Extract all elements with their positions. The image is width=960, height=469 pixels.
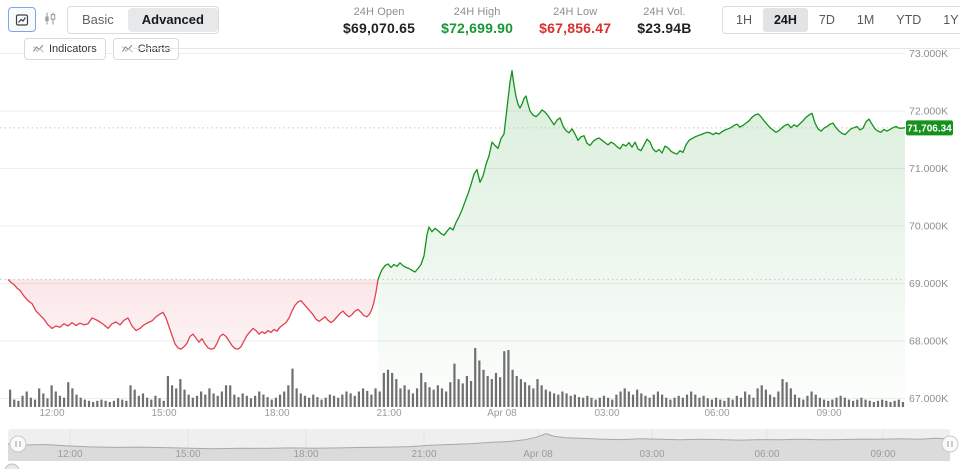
time-axis-label: 12:00	[39, 408, 64, 419]
time-axis: 12:00 15:00 18:00 21:00 Apr 08 03:00 06:00 09:0…	[39, 408, 841, 419]
toolbar-divider	[133, 48, 960, 49]
candlestick-chart-type-button[interactable]	[39, 8, 61, 29]
stat-24h-low: 24H Low $67,856.47	[539, 6, 611, 36]
stat-label: 24H Open	[353, 6, 405, 18]
price-line-down	[7, 279, 379, 350]
tab-basic[interactable]: Basic	[82, 12, 114, 27]
price-axis-label: 73.000K	[909, 48, 948, 60]
nav-right-handle[interactable]	[941, 435, 959, 453]
navigator-time-labels: 12:00 15:00 18:00 21:00 Apr 08 03:00 06:00 09:0…	[57, 449, 895, 460]
time-axis-label: 18:00	[264, 408, 289, 419]
stats-bar: 24H Open $69,070.65 24H High $72,699.90 …	[343, 6, 692, 36]
time-axis-label: 06:00	[704, 408, 729, 419]
range-24h[interactable]: 24H	[762, 8, 808, 32]
time-axis-label: 09:00	[816, 408, 841, 419]
range-1y[interactable]: 1Y	[943, 13, 959, 27]
chart-tools: Indicators Charts	[24, 38, 180, 60]
price-axis-label: 72.000K	[909, 106, 948, 118]
time-axis-label: Apr 08	[487, 408, 517, 419]
navigator[interactable]: 12:00 15:00 18:00 21:00 Apr 08 03:00 06:00 09:0…	[7, 429, 959, 461]
clipped-logo-icon	[4, 463, 20, 469]
stat-value: $23.94B	[637, 20, 692, 36]
line-chart-icon	[15, 13, 29, 26]
charts-button[interactable]: Charts	[112, 38, 180, 60]
down-area-fill	[8, 279, 378, 350]
charts-label: Charts	[137, 43, 171, 55]
line-chart-type-button[interactable]	[8, 7, 36, 32]
stat-value: $72,699.90	[441, 20, 514, 36]
navigator-time-label: 09:00	[870, 449, 895, 460]
time-axis-label: 15:00	[151, 408, 176, 419]
navigator-area	[8, 433, 950, 461]
stat-label: 24H Vol.	[643, 6, 686, 18]
time-range-selector: 1H 24H 7D 1M YTD 1Y All	[722, 6, 960, 34]
navigator-time-label: 18:00	[293, 449, 318, 460]
navigator-time-label: 15:00	[175, 449, 200, 460]
candlestick-icon	[45, 12, 56, 25]
stat-label: 24H Low	[553, 6, 598, 18]
stat-value: $67,856.47	[539, 20, 612, 36]
price-line-up	[377, 70, 906, 280]
price-axis-label: 70.000K	[909, 221, 948, 233]
stat-24h-high: 24H High $72,699.90	[441, 6, 513, 36]
indicators-label: Indicators	[49, 43, 97, 55]
time-axis-label: 21:00	[376, 408, 401, 419]
indicators-button[interactable]: Indicators	[24, 38, 106, 60]
navigator-time-label: 06:00	[754, 449, 779, 460]
volume-bars	[9, 348, 905, 407]
indicators-icon	[33, 44, 44, 53]
navigator-time-label: 03:00	[639, 449, 664, 460]
chart-mode-tabs: Basic Advanced	[67, 6, 219, 34]
range-1h[interactable]: 1H	[736, 13, 752, 27]
time-axis-label: 03:00	[594, 408, 619, 419]
price-axis-label: 67.000K	[909, 393, 948, 405]
stat-24h-open: 24H Open $69,070.65	[343, 6, 415, 36]
navigator-time-label: 21:00	[411, 449, 436, 460]
navigator-time-label: Apr 08	[523, 449, 553, 460]
stat-label: 24H High	[453, 6, 501, 18]
price-axis-label: 68.000K	[909, 336, 948, 348]
stat-value: $69,070.65	[343, 20, 416, 36]
nav-left-handle[interactable]	[9, 435, 27, 453]
tab-advanced[interactable]: Advanced	[127, 8, 218, 32]
price-axis-label: 71.000K	[909, 163, 948, 175]
charts-icon	[121, 44, 133, 53]
range-1m[interactable]: 1M	[856, 13, 875, 27]
stat-24h-volume: 24H Vol. $23.94B	[637, 6, 691, 36]
range-ytd[interactable]: YTD	[896, 13, 922, 27]
navigator-line	[7, 433, 951, 450]
price-axis-label: 69.000K	[909, 278, 948, 290]
up-area-fill	[378, 70, 905, 404]
last-price-badge: 71,706.34	[906, 120, 953, 136]
price-axis: 73.000K 72.000K 71.000K 70.000K 69.000K 68.00…	[909, 48, 948, 405]
navigator-time-label: 12:00	[57, 449, 82, 460]
range-7d[interactable]: 7D	[818, 13, 835, 27]
svg-text:71,706.34: 71,706.34	[907, 123, 952, 134]
